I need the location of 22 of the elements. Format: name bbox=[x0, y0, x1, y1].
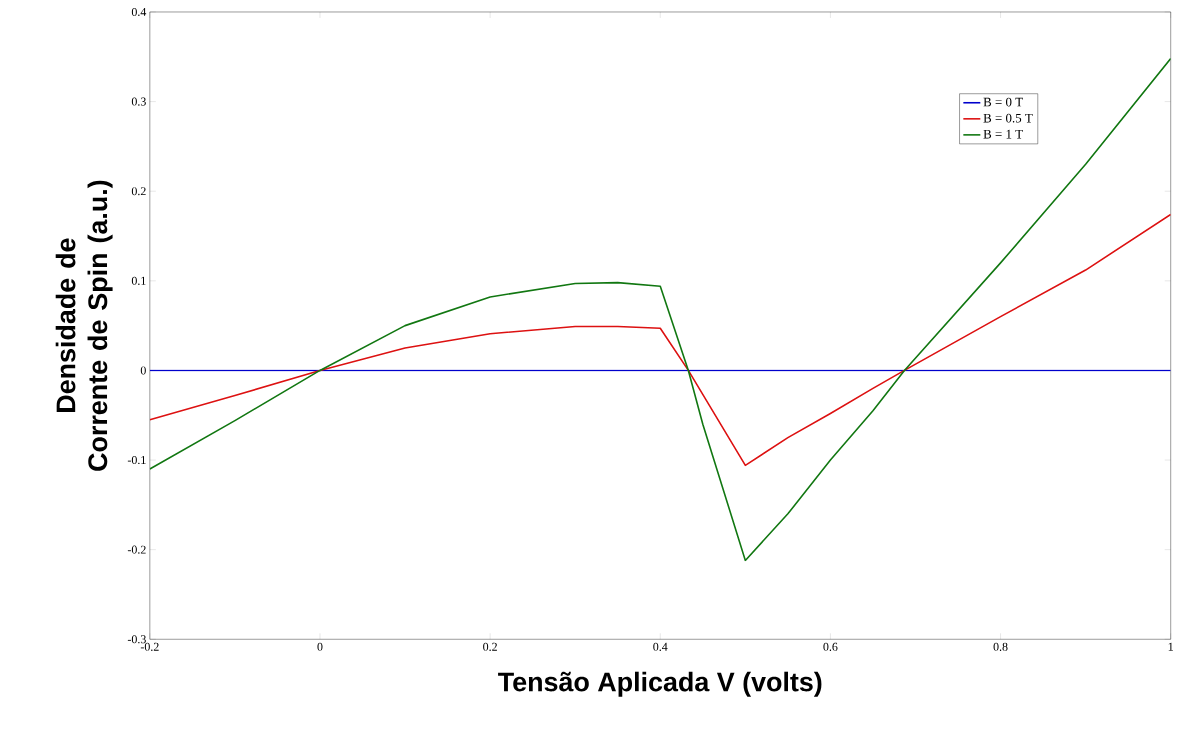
y-tick-label: 0.3 bbox=[131, 97, 146, 106]
x-tick-label: -0.2 bbox=[140, 642, 159, 651]
x-tick-label: 0.8 bbox=[993, 642, 1008, 651]
x-tick-label: 1 bbox=[1168, 642, 1173, 651]
x-tick-label: 0.6 bbox=[823, 642, 838, 651]
line-series bbox=[149, 213, 1171, 467]
line-series bbox=[149, 57, 1171, 562]
x-axis-title: Tensão Aplicada V (volts) bbox=[498, 671, 822, 697]
y-axis-title: Densidade de Corrente de Spin (a.u.) bbox=[55, 180, 113, 471]
y-tick-label: 0.4 bbox=[131, 7, 147, 16]
y-tick-label: -0.1 bbox=[127, 455, 146, 465]
y-tick-label: 0.2 bbox=[131, 187, 146, 196]
x-tick-label: 0.4 bbox=[653, 642, 668, 651]
x-tick-label: 0.2 bbox=[483, 642, 497, 651]
y-tick-label: -0.2 bbox=[127, 545, 146, 554]
legend-label: B = 0.5 T bbox=[983, 113, 1033, 123]
x-tick-label: 0 bbox=[317, 642, 323, 651]
legend-label: B = 0 T bbox=[983, 97, 1023, 107]
y-tick-label: 0 bbox=[140, 366, 146, 375]
y-tick-label: -0.3 bbox=[127, 635, 146, 644]
y-tick-label: 0.1 bbox=[131, 276, 146, 285]
legend-label: B = 1 T bbox=[983, 129, 1023, 139]
